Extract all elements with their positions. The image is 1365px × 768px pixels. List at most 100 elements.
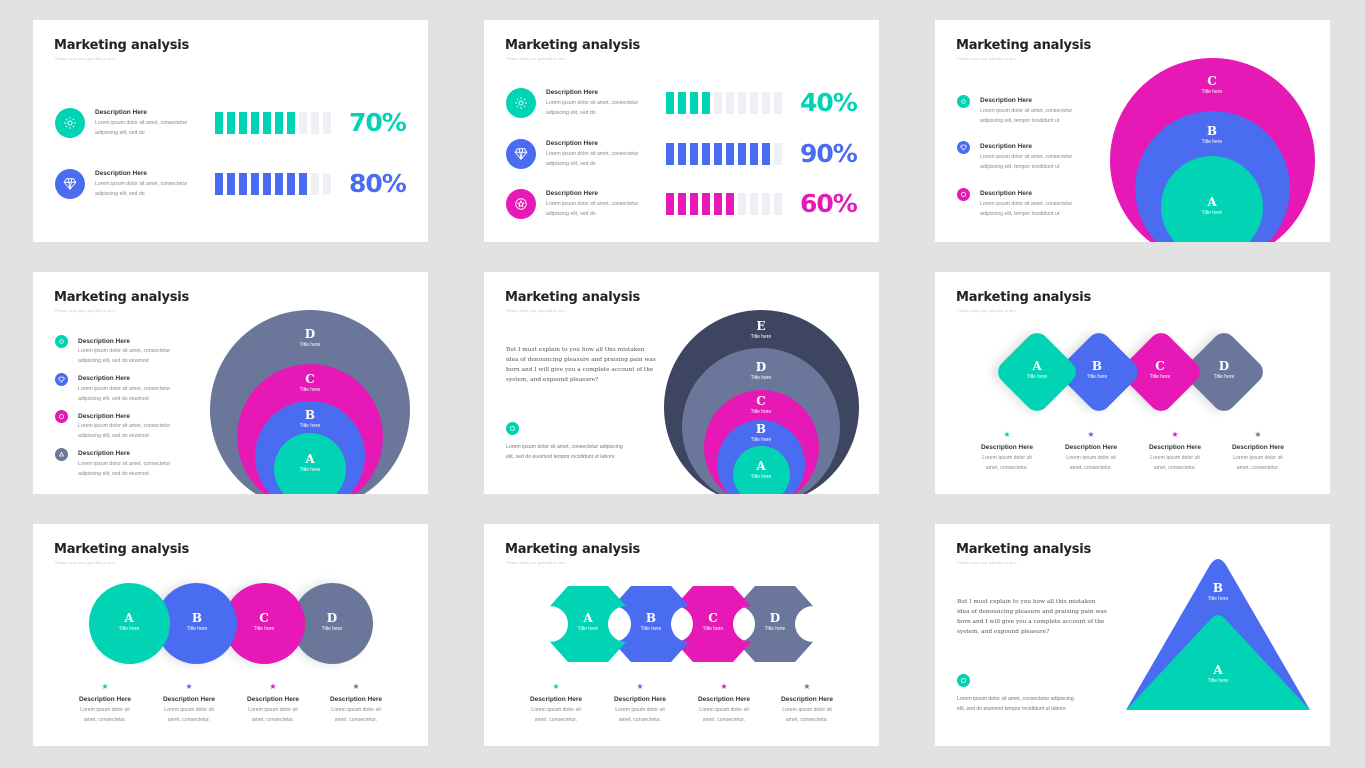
- slide-6[interactable]: Marketing analysis Please write your goa…: [935, 272, 1330, 494]
- star-icon: ★: [352, 682, 360, 691]
- slide-4[interactable]: Marketing analysis Please write your goa…: [33, 272, 428, 494]
- slide-subtitle: Please write your goal title is here: [506, 56, 566, 61]
- progress-bars: [215, 173, 331, 195]
- row-text: Lorem ipsum dolor sit amet, consectetur a…: [546, 100, 639, 116]
- item-heading: Description Here: [78, 413, 131, 420]
- progress-bars: [666, 92, 782, 114]
- desc-col: ★ Description Here Lorem ipsum dolor sit am…: [1049, 430, 1133, 473]
- slide-subtitle: Please write your goal title is here: [506, 560, 566, 565]
- note-text: Lorem ipsum dolor sit amet, consectetur …: [506, 444, 623, 460]
- slide-1[interactable]: Marketing analysis Please write your goa…: [33, 20, 428, 242]
- percent-value: 40%: [800, 88, 858, 117]
- slide-2[interactable]: Marketing analysis Please write your goa…: [484, 20, 879, 242]
- gear-icon: [55, 335, 68, 348]
- desc-col: ★ Description Here Lorem ipsum dolor sit am…: [1133, 430, 1217, 473]
- star-icon: ★: [552, 682, 560, 691]
- star-icon: ★: [720, 682, 728, 691]
- slide-title: Marketing analysis: [54, 290, 190, 305]
- circle-a[interactable]: [89, 583, 170, 664]
- circle-d-label: D Title here: [299, 327, 321, 349]
- item-text: Lorem ipsum dolor sit amet, consectetur a…: [980, 108, 1073, 124]
- slide-subtitle: Please write your goal title is here: [55, 308, 115, 313]
- circle-a[interactable]: [733, 446, 790, 494]
- circle-e-label: E Title here: [750, 319, 772, 341]
- note-text: Lorem ipsum dolor sit amet, consectetur …: [957, 696, 1074, 712]
- slide-title: Marketing analysis: [956, 542, 1092, 557]
- slide-title: Marketing analysis: [54, 542, 190, 557]
- row-heading: Description Here: [546, 89, 599, 96]
- star-icon: ★: [1087, 430, 1095, 439]
- circle-c-label: C Title here: [750, 394, 772, 416]
- pyramid[interactable]: [935, 524, 1330, 746]
- circle-a[interactable]: [274, 433, 346, 494]
- row-text: Lorem ipsum dolor sit amet, consectetur a…: [546, 201, 639, 217]
- shape-d-label: D Title here: [764, 611, 786, 633]
- slide-title: Marketing analysis: [505, 38, 641, 53]
- item-text: Lorem ipsum dolor sit amet, consectetur a…: [78, 423, 171, 439]
- diamond-d-label: D Title here: [1213, 359, 1235, 381]
- diamond-icon: [55, 373, 68, 386]
- circle-c-label: C Title here: [253, 611, 275, 633]
- star-badge-icon: [957, 188, 970, 201]
- desc-col: ★ Description Here Lorem ipsum dolor sit am…: [965, 430, 1049, 473]
- slide-subtitle: Please write your goal title is here: [55, 56, 115, 61]
- item-heading: Description Here: [980, 190, 1033, 197]
- circle-b-label: B Title here: [750, 422, 772, 444]
- circle-b-label: B Title here: [186, 611, 208, 633]
- desc-col: ★ Description Here Lorem ipsum dolor sit am…: [314, 682, 398, 725]
- target-icon: [55, 410, 68, 423]
- diamond-icon: [506, 139, 536, 169]
- circle-d-label: D Title here: [750, 360, 772, 382]
- item-heading: Description Here: [78, 450, 131, 457]
- row-text: Lorem ipsum dolor sit amet, consectetur a…: [95, 120, 188, 136]
- row-heading: Description Here: [95, 170, 148, 177]
- star-icon: ★: [803, 682, 811, 691]
- slide-3[interactable]: Marketing analysis Please write your goa…: [935, 20, 1330, 242]
- item-text: Lorem ipsum dolor sit amet, consectetur a…: [980, 201, 1073, 217]
- desc-col: ★ Description Here Lorem ipsum dolor sit am…: [147, 682, 231, 725]
- star-icon: ★: [1003, 430, 1011, 439]
- star-badge-icon: [506, 189, 536, 219]
- gear-icon: [506, 88, 536, 118]
- layer-a-label: A Title here: [1207, 663, 1229, 685]
- row-heading: Description Here: [546, 140, 599, 147]
- desc-col: ★ Description Here Lorem ipsum dolor sit am…: [63, 682, 147, 725]
- shape-b-label: B Title here: [640, 611, 662, 633]
- circle-a-label: A Title here: [1201, 195, 1223, 217]
- diamond-a-label: A Title here: [1026, 359, 1048, 381]
- slide-9[interactable]: Marketing analysis Please write your goa…: [935, 524, 1330, 746]
- slide-5[interactable]: Marketing analysis Please write your goa…: [484, 272, 879, 494]
- layer-b-label: B Title here: [1207, 581, 1229, 603]
- slide-title: Marketing analysis: [956, 38, 1092, 53]
- desc-col: ★ Description Here Lorem ipsum dolor sit am…: [514, 682, 598, 725]
- row-text: Lorem ipsum dolor sit amet, consectetur a…: [95, 181, 188, 197]
- progress-bars: [666, 143, 782, 165]
- slide-subtitle: Please write your goal title is here: [506, 308, 566, 313]
- slide-7[interactable]: Marketing analysis Please write your goa…: [33, 524, 428, 746]
- body-paragraph: But I must explain to you how all this m…: [506, 347, 656, 383]
- star-icon: ★: [269, 682, 277, 691]
- circle-a-label: A Title here: [118, 611, 140, 633]
- circle-d[interactable]: [292, 583, 373, 664]
- info-icon: [957, 674, 970, 687]
- notched-shapes[interactable]: [484, 524, 879, 746]
- circle-a-label: A Title here: [299, 452, 321, 474]
- slide-8[interactable]: Marketing analysis Please write your goa…: [484, 524, 879, 746]
- desc-col: ★ Description Here Lorem ipsum dolor sit am…: [231, 682, 315, 725]
- circle-a-label: A Title here: [750, 459, 772, 481]
- slide-subtitle: Please write your goal title is here: [957, 308, 1017, 313]
- circle-a[interactable]: [1161, 156, 1263, 242]
- circle-c[interactable]: [224, 583, 305, 664]
- slide-subtitle: Please write your goal title is here: [55, 560, 115, 565]
- slide-title: Marketing analysis: [505, 542, 641, 557]
- star-icon: ★: [101, 682, 109, 691]
- item-heading: Description Here: [78, 375, 131, 382]
- percent-value: 60%: [800, 189, 858, 218]
- circle-d-label: D Title here: [321, 611, 343, 633]
- shape-a-label: A Title here: [577, 611, 599, 633]
- circle-c-label: C Title here: [1201, 74, 1223, 96]
- info-icon: [506, 422, 519, 435]
- row-heading: Description Here: [546, 190, 599, 197]
- percent-value: 70%: [349, 108, 407, 137]
- percent-value: 80%: [349, 169, 407, 198]
